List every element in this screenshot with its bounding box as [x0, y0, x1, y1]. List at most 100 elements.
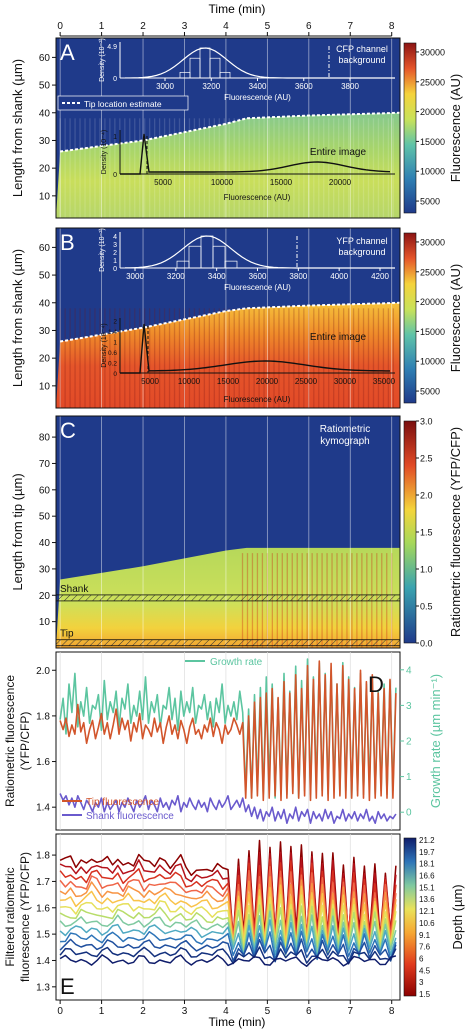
y-axis-label: Length from tip (µm) — [10, 473, 25, 590]
top-tick-label: 7 — [347, 21, 353, 32]
top-tick-label: 5 — [265, 21, 271, 32]
inset-histogram-bar — [219, 71, 231, 79]
inset2-y-tick-label: 1.4 — [108, 329, 117, 336]
y-tick-label: 1.5 — [36, 930, 50, 941]
colorbar-tick-label: 0.5 — [420, 602, 433, 612]
bottom-tick-label: 7 — [347, 1006, 353, 1017]
inset2-y-tick-label: 0 — [113, 371, 117, 378]
top-tick-label: 0 — [57, 21, 63, 32]
colorbar-tick-label: 1.5 — [419, 990, 431, 999]
y-tick-label: 40 — [39, 108, 51, 119]
bottom-tick-label: 6 — [306, 1006, 312, 1017]
colorbar — [403, 837, 417, 997]
colorbar-tick-label: 0.0 — [420, 639, 433, 649]
y-axis-label: Filtered ratiometric — [3, 867, 17, 966]
inset-y-label: Density (10⁻³) — [99, 38, 106, 82]
y-axis-label: Length from shank (µm) — [10, 249, 25, 387]
inset-y-tick-label: 1 — [113, 258, 117, 265]
top-time-axis: 0 1 2 3 4 5 6 7 8 — [57, 21, 395, 37]
bottom-tick-label: 1 — [99, 1006, 105, 1017]
inset-title: background — [338, 55, 385, 65]
inset-x-tick-label: 3800 — [289, 272, 307, 281]
depth-series-line — [59, 919, 397, 959]
top-axis-title: Time (min) — [209, 2, 266, 16]
colorbar-tick-label: 12.1 — [419, 907, 435, 916]
y-tick-label: 50 — [39, 512, 51, 523]
panel-title: kymograph — [320, 436, 369, 447]
colorbar-tick-label: 4.5 — [419, 966, 431, 975]
colorbar-tick-label: 18.1 — [419, 860, 435, 869]
y-tick-label: 10 — [39, 381, 51, 392]
inset-y-tick-label: 0 — [113, 266, 117, 273]
colorbar-tick-label: 15000 — [420, 137, 445, 147]
inset-x-tick-label: 3400 — [208, 272, 226, 281]
inset2-x-label: Fluorescence (AU) — [224, 395, 291, 404]
panel-frame — [55, 415, 401, 649]
y-tick-label: 60 — [39, 243, 51, 254]
y-tick-label: 1.4 — [36, 803, 50, 814]
inset2-density-curve — [120, 323, 391, 374]
y-axis-label: fluorescence (YFP/CFP) — [18, 852, 32, 982]
colorbar-tick-label: 3 — [419, 978, 424, 987]
inset-x-tick-label: 4000 — [330, 272, 348, 281]
inset2-x-tick-label: 15000 — [270, 178, 293, 187]
colorbar-tick-label: 1.5 — [420, 528, 433, 538]
colorbar — [403, 232, 417, 404]
inset-x-tick-label: 3800 — [341, 82, 359, 91]
y-tick-label: 1.6 — [36, 903, 50, 914]
y-tick-label: 60 — [39, 485, 51, 496]
inset-x-tick-label: 3200 — [167, 272, 185, 281]
colorbar — [403, 42, 417, 214]
y-tick-label: 40 — [39, 298, 51, 309]
y-tick-label: 30 — [39, 136, 51, 147]
y-tick-label: 10 — [39, 617, 51, 628]
top-tick-label: 6 — [306, 21, 312, 32]
y-tick-label: 20 — [39, 164, 51, 175]
inset-density-curve — [124, 47, 395, 79]
hatched-band — [55, 594, 401, 602]
inset-y-tick-label: 2 — [113, 250, 117, 257]
bottom-tick-label: 3 — [182, 1006, 188, 1017]
inset-x-tick-label: 3000 — [126, 272, 144, 281]
colorbar-tick-label: 1.0 — [420, 565, 433, 575]
colorbar-title: Ratiometric fluorescence (YFP/CFP) — [448, 427, 463, 637]
inset-y-tick-label: 4 — [113, 234, 117, 241]
inset-density-curve — [124, 235, 395, 269]
inset2-x-label: Fluorescence (AU) — [224, 193, 291, 202]
inset-x-tick-label: 4200 — [371, 272, 389, 281]
inset-x-tick-label: 3400 — [249, 82, 267, 91]
y-tick-label: 1.8 — [36, 711, 50, 722]
inset2-x-tick-label: 20000 — [329, 178, 352, 187]
legend-box — [57, 95, 189, 111]
colorbar-tick-label: 20000 — [420, 297, 445, 307]
top-tick-label: 8 — [389, 21, 395, 32]
inset-title: background — [338, 247, 385, 257]
top-tick-label: 1 — [99, 21, 105, 32]
y-axis-label: Ratiometric fluorescence — [3, 675, 17, 807]
bottom-tick-label: 8 — [389, 1006, 395, 1017]
y-tick-label: 20 — [39, 591, 51, 602]
kymograph-tissue — [56, 112, 400, 218]
y-tick-label: 1.4 — [36, 956, 50, 967]
inset2-x-tick-label: 5000 — [141, 377, 159, 386]
y-tick-label: 70 — [39, 459, 51, 470]
colorbar-tick-label: 2.0 — [420, 491, 433, 501]
inset2-x-tick-label: 35000 — [373, 377, 396, 386]
legend-label: Tip location estimate — [84, 99, 162, 109]
y-tick-label: 2.0 — [36, 666, 50, 677]
y-tick-label: 50 — [39, 81, 51, 92]
colorbar-tick-label: 9.1 — [419, 931, 431, 940]
colorbar-tick-label: 20000 — [420, 107, 445, 117]
bottom-time-axis: 0 1 2 3 4 5 6 7 8 — [57, 999, 395, 1017]
inset-title: YFP channel — [336, 236, 387, 246]
colorbar-tick-label: 6 — [419, 954, 424, 963]
tip-location-estimate-line — [60, 111, 401, 153]
inset2-x-tick-label: 15000 — [217, 377, 240, 386]
inset2-title: Entire image — [310, 332, 367, 343]
inset-title: CFP channel — [336, 44, 388, 54]
top-tick-label: 4 — [223, 21, 229, 32]
y-tick-label: 20 — [39, 354, 51, 365]
top-tick-label: 2 — [140, 21, 146, 32]
colorbar-tick-label: 25000 — [420, 267, 445, 277]
